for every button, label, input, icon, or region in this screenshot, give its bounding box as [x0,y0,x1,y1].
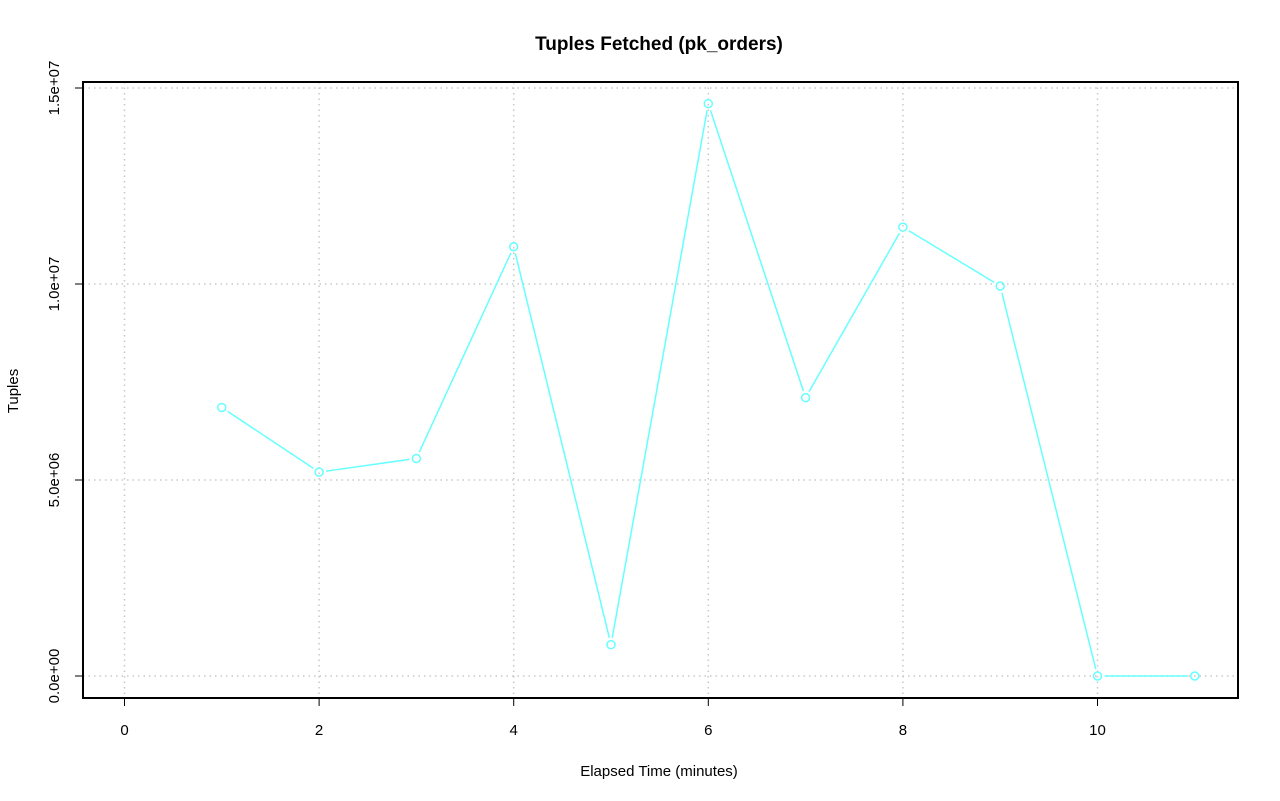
series-line-segment [709,110,805,392]
x-tick-label: 2 [315,722,323,739]
y-tick-label: 1.0e+07 [46,257,63,312]
data-series [217,98,1200,681]
series-line-segment [227,410,314,469]
x-tick-label: 4 [510,722,518,739]
series-line-segment [808,232,901,392]
data-point [995,281,1005,291]
data-point [800,392,811,403]
data-point [314,467,324,477]
data-point [898,222,908,232]
data-point [217,402,227,413]
data-point [411,453,422,464]
x-tick-label: 0 [120,722,128,739]
x-axis-label: Elapsed Time (minutes) [580,763,738,780]
chart-title: Tuples Fetched (pk_orders) [535,34,783,55]
y-tick-label: 1.5e+07 [46,61,63,116]
series-line-segment [325,458,410,472]
plot-frame [82,81,1239,699]
x-tick-label: 8 [899,722,907,739]
data-point [508,242,519,252]
x-tick-label: 6 [704,722,712,739]
data-point [1190,671,1200,681]
axes: 0 2 4 6 8 10 0.0e+00 5.0e+06 1.0e+07 1.5e+07 [46,61,1106,739]
series-line-segment [418,252,512,453]
x-tick-label: 10 [1089,722,1106,739]
series-line-segment [908,230,995,283]
series-line-segment [1001,292,1097,670]
grid-lines [83,82,1238,698]
series-line-segment [611,110,708,638]
y-tick-label: 5.0e+06 [46,453,63,508]
data-point [703,98,714,109]
data-point [1092,671,1103,681]
series-line-segment [514,253,611,639]
data-point [606,639,616,650]
y-axis-label: Tuples [5,369,22,413]
y-tick-label: 0.0e+00 [46,649,63,704]
